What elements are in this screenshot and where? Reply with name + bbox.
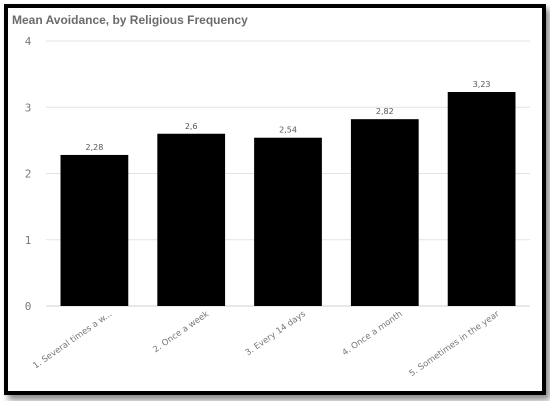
y-axis: 0 1 2 3 4 [25,35,32,313]
x-tick-label: 4. Once a month [341,309,405,358]
y-tick-label: 3 [25,101,32,114]
data-labels: 2,28 2,6 2,54 2,82 3,23 [85,80,490,152]
bar [157,133,226,306]
y-tick-label: 1 [25,234,32,247]
chart-frame: Mean Avoidance, by Religious Frequency 0… [4,4,546,395]
bar [447,92,516,306]
bar [350,119,419,306]
x-tick-label: 2. Once a week [151,309,211,355]
data-label: 3,23 [473,80,491,89]
x-tick-label: 5. Sometimes in the year [408,309,502,379]
chart-title: Mean Avoidance, by Religious Frequency [12,13,248,27]
x-tick-label: 1. Several times a w... [31,309,114,371]
y-tick-label: 4 [25,35,32,48]
bar [60,154,129,306]
data-label: 2,82 [376,107,394,116]
bar [254,137,322,306]
data-label: 2,54 [279,126,297,135]
data-label: 2,6 [185,122,198,131]
x-axis: 1. Several times a w... 2. Once a week 3. … [31,309,501,379]
data-label: 2,28 [85,143,103,152]
y-tick-label: 0 [25,300,32,313]
bar-chart: 0 1 2 3 4 2,28 2,6 2,54 2,82 3,23 1. Several tim… [25,35,530,379]
y-tick-label: 2 [25,168,32,181]
x-tick-label: 3. Every 14 days [244,309,309,358]
bars [60,92,516,306]
